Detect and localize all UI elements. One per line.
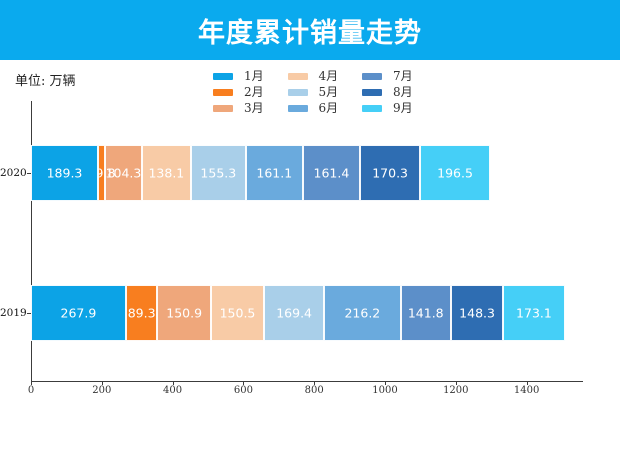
- legend-swatch: [362, 89, 382, 96]
- legend-item: 3月: [213, 101, 264, 116]
- legend-label: 8月: [393, 85, 413, 99]
- category-label: 2019: [0, 307, 27, 319]
- bar-segment: 155.3: [190, 145, 246, 201]
- legend-label: 5月: [318, 85, 339, 99]
- segment-value-label: 150.5: [219, 305, 256, 321]
- x-tick-mark: [314, 381, 316, 385]
- x-tick-mark: [101, 381, 103, 385]
- x-tick-label: 600: [233, 385, 253, 396]
- x-tick-mark: [243, 381, 245, 385]
- legend-label: 4月: [318, 69, 339, 83]
- x-tick-label: 200: [92, 385, 112, 396]
- legend-swatch: [287, 89, 308, 96]
- bar-segment: 150.9: [157, 285, 211, 341]
- segment-value-label: 173.1: [516, 305, 552, 321]
- segment-value-label: 161.1: [256, 165, 293, 181]
- legend-label: 9月: [393, 101, 413, 115]
- legend-item: 4月: [287, 69, 339, 84]
- legend-swatch: [362, 105, 382, 112]
- segment-value-label: 89.3: [127, 305, 156, 321]
- y-axis-line: [31, 101, 32, 381]
- x-tick-label: 1400: [513, 385, 540, 396]
- bar-segment: 169.4: [264, 285, 325, 341]
- bar-segment: 141.8: [400, 285, 451, 341]
- legend-swatch: [362, 73, 382, 80]
- segment-value-label: 148.3: [459, 305, 495, 321]
- bar-segment: 161.4: [302, 145, 360, 201]
- bar-segment: 216.2: [324, 285, 401, 341]
- legend-item: 8月: [362, 85, 413, 100]
- legend-label: 3月: [244, 101, 264, 115]
- x-tick-label: 1200: [443, 385, 469, 396]
- x-tick-label: 0: [27, 385, 35, 396]
- bar-segment: 150.5: [210, 285, 265, 341]
- legend-label: 1月: [244, 69, 264, 83]
- x-tick-label: 1000: [372, 385, 398, 396]
- category-label: 2020: [0, 167, 27, 179]
- bar-segment: 89.3: [125, 285, 158, 341]
- x-tick-mark: [385, 381, 386, 385]
- bar-segment: 267.9: [31, 285, 126, 341]
- legend-item: 5月: [287, 85, 339, 100]
- legend-item: 2月: [213, 85, 264, 100]
- bar-segment: 189.3: [31, 145, 98, 201]
- bar-segment: 148.3: [450, 285, 504, 341]
- segment-value-label: 169.4: [276, 305, 313, 321]
- chart-title: 年度累计销量走势: [198, 17, 422, 49]
- y-tick-mark: [27, 313, 31, 314]
- legend-item: 9月: [362, 101, 413, 116]
- bar-segment: 19.8: [88, 145, 115, 201]
- bar-segment: 170.3: [359, 145, 421, 201]
- legend-item: 7月: [362, 69, 413, 84]
- legend-swatch: [287, 105, 308, 112]
- segment-value-label: 104.3: [105, 165, 142, 181]
- bar-segment: 173.1: [503, 285, 565, 341]
- bar-segment: 104.3: [105, 145, 142, 201]
- x-tick-label: 800: [304, 385, 324, 396]
- legend-swatch: [213, 105, 233, 112]
- legend-swatch: [213, 73, 233, 80]
- legend-label: 7月: [393, 69, 413, 83]
- x-tick-mark: [31, 381, 32, 385]
- segment-value-label: 141.8: [407, 305, 444, 321]
- bar-segment: 196.5: [420, 145, 490, 201]
- x-tick-mark: [172, 381, 174, 385]
- segment-value-label: 155.3: [200, 165, 237, 181]
- legend-swatch: [287, 73, 308, 80]
- x-tick-mark: [455, 381, 457, 385]
- legend-swatch: [213, 89, 233, 96]
- x-axis-line: [31, 381, 584, 382]
- x-tick-mark: [526, 381, 528, 385]
- title-bar: 年度累计销量走势: [0, 0, 620, 60]
- y-tick-mark: [27, 173, 31, 174]
- segment-value-label: 150.9: [166, 305, 203, 321]
- segment-value-label: 161.4: [313, 165, 350, 181]
- legend-item: 1月: [213, 69, 264, 84]
- x-tick-label: 400: [163, 385, 183, 396]
- segment-value-label: 138.1: [148, 165, 185, 181]
- segment-value-label: 267.9: [60, 305, 97, 321]
- bar-segment: 161.1: [245, 145, 303, 201]
- segment-value-label: 189.3: [46, 165, 83, 181]
- unit-label: 单位: 万辆: [15, 74, 76, 89]
- legend-label: 2月: [244, 85, 264, 99]
- bar-segment: 138.1: [141, 145, 191, 201]
- legend-label: 6月: [318, 101, 339, 115]
- legend-item: 6月: [287, 101, 339, 116]
- segment-value-label: 170.3: [372, 165, 409, 181]
- segment-value-label: 196.5: [437, 165, 473, 181]
- segment-value-label: 216.2: [344, 305, 381, 321]
